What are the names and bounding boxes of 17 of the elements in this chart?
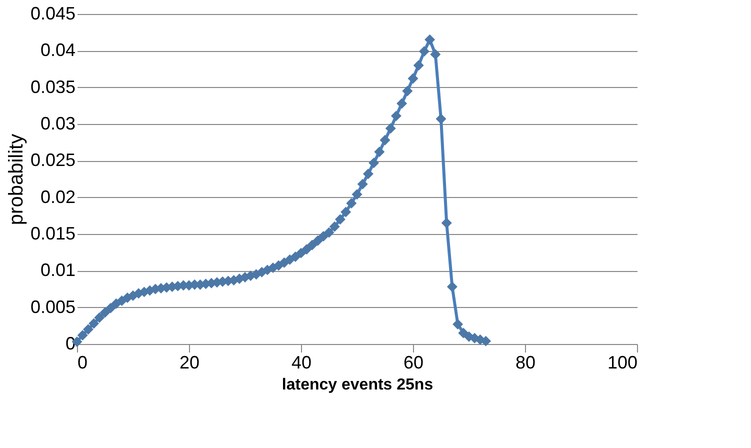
y-tick-label: 0.025 bbox=[30, 150, 76, 170]
y-tick-label: 0.03 bbox=[40, 114, 76, 134]
x-tick-label: 40 bbox=[291, 352, 312, 372]
x-axis-title: latency events 25ns bbox=[282, 376, 434, 394]
y-tick-label: 0.045 bbox=[30, 4, 76, 24]
x-tick-label: 100 bbox=[607, 352, 638, 372]
x-tick-label: 0 bbox=[78, 352, 88, 372]
x-tick-label: 80 bbox=[515, 352, 536, 372]
y-tick-label: 0.005 bbox=[30, 296, 76, 317]
x-tick-label: 20 bbox=[179, 352, 200, 372]
y-tick-label: 0.01 bbox=[40, 260, 76, 280]
y-tick-label: 0.02 bbox=[40, 186, 76, 207]
x-tick-label: 60 bbox=[403, 352, 424, 372]
y-tick-label: 0.04 bbox=[40, 40, 76, 60]
y-axis-title: probability bbox=[5, 134, 28, 226]
y-tick-label: 0.015 bbox=[30, 224, 76, 244]
y-tick-label: 0.035 bbox=[30, 76, 76, 97]
